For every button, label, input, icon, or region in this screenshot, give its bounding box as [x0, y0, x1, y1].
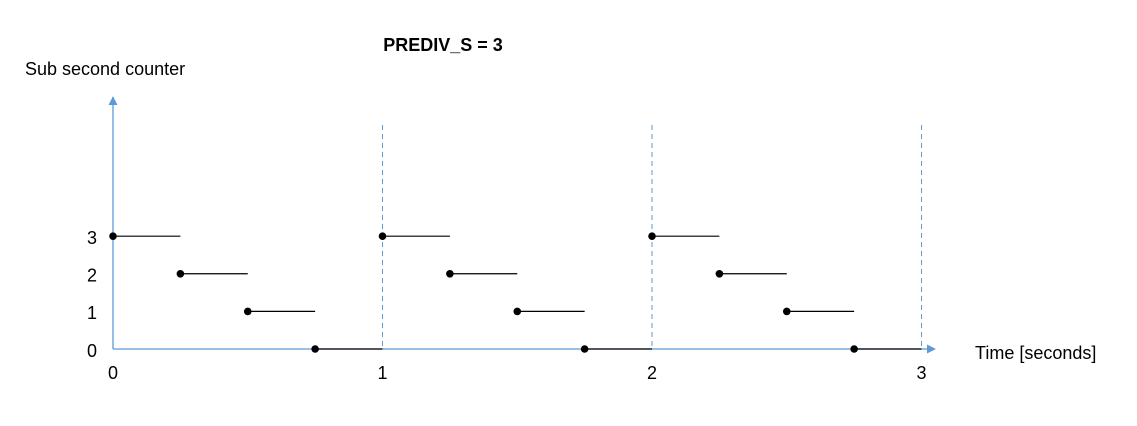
y-tick-label: 2: [87, 266, 97, 286]
step-point: [243, 307, 252, 316]
step-point: [378, 232, 387, 240]
step-point: [715, 269, 724, 278]
y-axis-label: Sub second counter: [25, 59, 185, 79]
chart-title: PREDIV_S = 3: [383, 35, 503, 55]
step-point: [446, 269, 454, 278]
step-point: [850, 345, 858, 353]
y-tick-label: 1: [87, 303, 97, 323]
x-tick-label: 2: [647, 363, 657, 383]
step-point: [580, 345, 589, 353]
y-tick-label: 3: [87, 228, 97, 248]
x-tick-label: 1: [378, 363, 388, 383]
y-tick-label: 0: [87, 341, 97, 361]
step-point: [782, 307, 791, 316]
x-tick-label: 0: [108, 363, 118, 383]
step-point: [311, 345, 319, 353]
step-point: [513, 307, 522, 316]
step-point: [109, 232, 117, 240]
step-point: [176, 269, 185, 278]
x-tick-label: 3: [917, 363, 927, 383]
x-axis-label: Time [seconds]: [975, 343, 1096, 363]
step-point: [648, 232, 656, 240]
